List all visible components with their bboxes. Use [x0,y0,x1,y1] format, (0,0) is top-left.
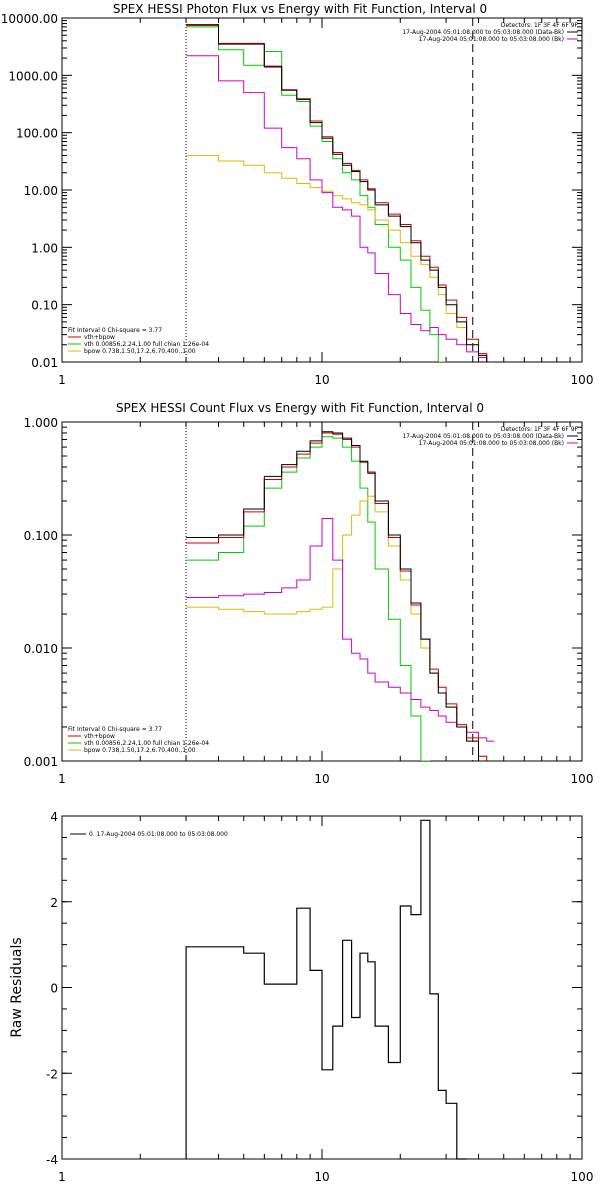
series-model_sum-line [186,24,495,362]
series-vth-line [186,436,431,761]
series-total-line [186,24,495,362]
y-tick-label: 0 [50,982,58,996]
y-tick-label: 2 [50,896,58,910]
residuals-line [185,819,467,1160]
y-tick-label: 0.010 [24,642,58,656]
legend-bottom-entry: Fit Interval 0 Chi-square = 3.77 [68,726,162,733]
y-tick-label: 0.001 [24,755,58,769]
y-tick-label: 10000.00 [1,12,58,26]
legend-bottom-entry: vth+bpow [84,334,115,341]
legend-bottom-entry: vth+bpow [84,733,115,740]
x-tick-label: 1 [58,1170,66,1184]
chart-title: SPEX HESSI Photon Flux vs Energy with Fi… [113,2,487,16]
x-tick-label: 10 [314,772,329,786]
series-bk-line [186,55,495,362]
series-bpow-line [186,155,495,362]
x-tick-label: 100 [571,1170,594,1184]
legend-bottom-entry: vth 0.00856,2.24,1.00 full chian 1.26e-0… [84,740,209,747]
chart-2: 1 10 100 -4 -2 0 2 4 Raw Residuals 0. 17-Aug-2004… [9,810,593,1184]
y-tick-label: -4 [46,1153,58,1167]
series-bk-line [186,518,495,742]
plot-frame [61,421,583,762]
series-model_sum-line [186,432,495,761]
series-group [185,422,495,761]
series-total-line [186,431,495,761]
y-tick-label: 0.01 [31,356,58,370]
chart-1: SPEX HESSI Count Flux vs Energy with Fit… [24,401,594,786]
legend-top-entry: Detectors: 1F 3F 4F 6F 9F [501,426,579,433]
legend-top-entry: 17-Aug-2004 05:01:08.000 to 05:03:08.000… [402,29,564,36]
y-tick-label: 1.000 [24,416,58,430]
chart-title: SPEX HESSI Count Flux vs Energy with Fit… [116,401,484,415]
legend-bottom-entry: bpow 0.738,1.50,17.2,6.70,400.,1.00 [84,348,196,355]
legend-bottom-entry: Fit Interval 0 Chi-square = 3.77 [68,327,162,334]
x-tick-label: 10 [314,1170,329,1184]
x-tick-label: 10 [314,373,329,387]
legend-top-entry: 17-Aug-2004 05:01:08.000 to 05:03:08.000… [402,433,564,440]
y-tick-label: 0.10 [31,299,58,313]
legend-top-entry: 17-Aug-2004 05:01:08.000 to 05:03:08.000… [419,36,564,43]
legend-bottom-entry: bpow 0.738,1.50,17.2,6.70,400.,1.00 [84,747,196,754]
x-tick-label: 1 [58,772,66,786]
chart-0: SPEX HESSI Photon Flux vs Energy with Fi… [1,2,594,387]
y-tick-label: 1.00 [31,241,58,255]
legend-bottom-entry: vth 0.00856,2.24,1.00 full chian 1.26e-0… [84,341,209,348]
series-group [185,18,495,362]
series-bpow-line [186,495,495,761]
x-tick-label: 1 [58,373,66,387]
y-tick-label: 4 [50,810,58,824]
x-tick-label: 100 [571,373,594,387]
y-axis-label: Raw Residuals [9,937,25,1037]
y-tick-label: -2 [46,1067,58,1081]
legend-top-entry: 17-Aug-2004 05:01:08.000 to 05:03:08.000… [419,440,564,447]
x-tick-label: 100 [571,772,594,786]
series-vth-line [186,26,447,362]
y-tick-label: 10.00 [24,184,58,198]
y-tick-label: 100.00 [16,127,58,141]
legend-top-entry: Detectors: 1F 3F 4F 6F 9F [501,22,579,29]
y-tick-label: 1000.00 [8,69,58,83]
legend-entry: 0. 17-Aug-2004 05:01:08.000 to 05:03:08.… [89,831,228,838]
y-tick-label: 0.100 [24,529,58,543]
